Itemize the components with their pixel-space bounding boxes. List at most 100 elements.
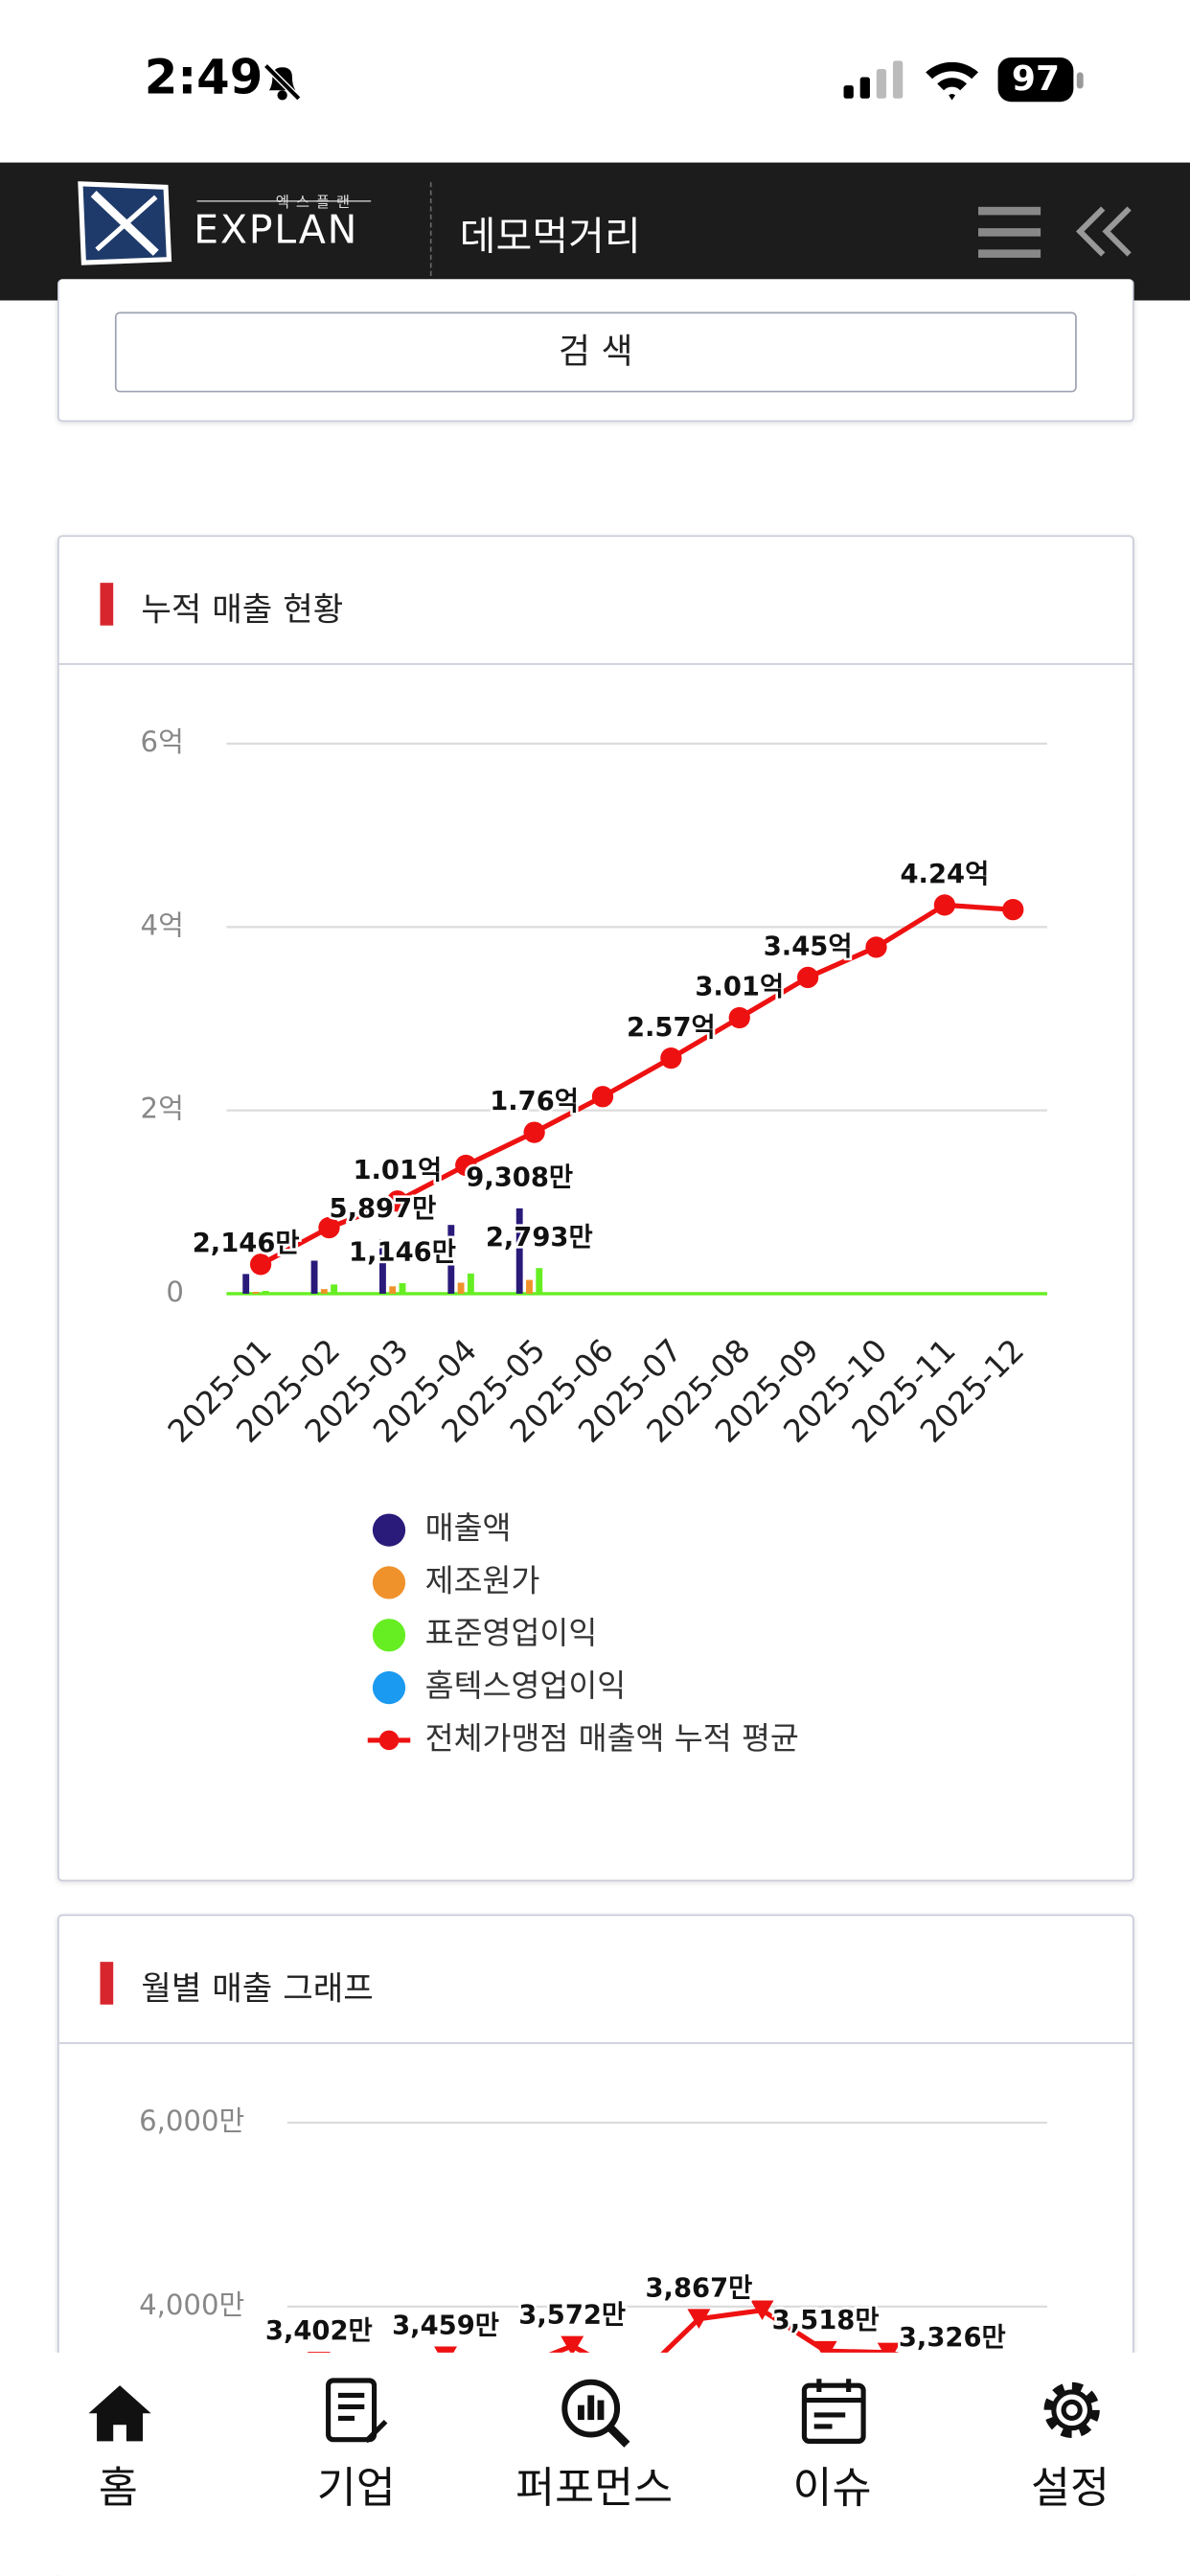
bar xyxy=(331,1284,338,1294)
card-header: 누적 매출 현황 xyxy=(58,537,1133,665)
nav-icon xyxy=(561,2379,630,2448)
bar xyxy=(467,1273,474,1294)
marker xyxy=(728,1006,750,1029)
marker xyxy=(591,1086,614,1108)
bar xyxy=(457,1282,465,1294)
nav-performance[interactable]: 퍼포먼스 xyxy=(495,2353,693,2533)
legend-label: 전체가맹점 매출액 누적 평균 xyxy=(425,1720,799,1757)
marker xyxy=(561,2335,584,2357)
nav-label: 홈 xyxy=(98,2464,138,2514)
marker xyxy=(386,1190,408,1212)
bar xyxy=(262,1291,269,1294)
title-marker xyxy=(100,583,114,626)
data-label: 1.01억 xyxy=(353,1156,442,1185)
legend-swatch xyxy=(372,1566,406,1599)
y-tick-label: 6,000만 xyxy=(139,2104,244,2137)
y-tick-label: 4,000만 xyxy=(139,2288,244,2321)
wifi-icon xyxy=(926,61,979,101)
data-label: 1,146만 xyxy=(349,1238,456,1268)
y-tick-label: 6억 xyxy=(141,725,184,758)
bar xyxy=(242,1274,250,1294)
bottom-nav: 홈 기업 퍼포먼스 이슈 설정 xyxy=(0,2352,1190,2576)
card-header: 월별 매출 그래프 xyxy=(58,1916,1133,2044)
nav-icon xyxy=(326,2378,388,2444)
nav-icon xyxy=(801,2379,866,2444)
marker xyxy=(318,1216,340,1239)
battery-tip xyxy=(1076,72,1084,89)
brand: EXPLAN xyxy=(194,206,359,253)
chart-card: 누적 매출 현황 xyxy=(57,535,1134,1882)
data-label: 2,146만 xyxy=(193,1229,300,1258)
y-tick-label: 2억 xyxy=(141,1092,184,1125)
bar xyxy=(399,1282,406,1294)
marker xyxy=(249,1254,272,1276)
marker xyxy=(1002,899,1024,921)
brand-sub: 엑스플랜 xyxy=(275,195,356,212)
data-label: 3,867만 xyxy=(646,2273,753,2303)
marker xyxy=(523,1121,545,1143)
data-label: 3,326만 xyxy=(899,2323,1006,2353)
data-label: 9,308만 xyxy=(466,1163,573,1193)
card-title: 누적 매출 현황 xyxy=(141,589,344,630)
marker xyxy=(455,1154,477,1177)
data-label: 2.57억 xyxy=(627,1013,716,1043)
silent-icon xyxy=(263,63,302,102)
bar xyxy=(320,1289,328,1294)
nav-company[interactable]: 기업 xyxy=(258,2353,455,2533)
data-label: 2,793만 xyxy=(486,1223,593,1253)
status-time: 2:49 xyxy=(144,49,263,105)
line xyxy=(259,902,1014,1267)
data-label: 3,572만 xyxy=(518,2301,626,2331)
store-name: 데모먹거리 xyxy=(459,213,641,260)
bar xyxy=(526,1279,533,1294)
y-tick-label: 0 xyxy=(166,1276,184,1308)
bar xyxy=(252,1292,260,1294)
header-divider xyxy=(429,182,432,285)
collapse-button[interactable] xyxy=(1073,203,1139,259)
bar xyxy=(389,1286,397,1294)
nav-label: 설정 xyxy=(1030,2464,1110,2514)
battery: 97 xyxy=(997,57,1074,103)
nav-label: 기업 xyxy=(316,2464,396,2514)
marker xyxy=(813,2340,837,2361)
legend-swatch xyxy=(378,1730,400,1751)
nav-issue[interactable]: 이슈 xyxy=(734,2353,931,2533)
chart: 02억4억6억2025-012025-022025-032025-042025-… xyxy=(141,725,1047,1757)
card-title: 월별 매출 그래프 xyxy=(141,1968,374,2009)
marker xyxy=(933,894,956,916)
bar xyxy=(379,1239,386,1294)
legend-swatch xyxy=(372,1619,406,1652)
legend-label: 표준영업이익 xyxy=(425,1615,598,1651)
marker xyxy=(796,966,819,989)
bar xyxy=(310,1260,318,1294)
data-label: 3.01억 xyxy=(695,973,784,1002)
data-label: 3.45억 xyxy=(764,932,853,962)
legend-swatch xyxy=(372,1670,406,1705)
bar xyxy=(447,1225,455,1294)
nav-home[interactable]: 홈 xyxy=(20,2353,217,2533)
logo-rule xyxy=(196,199,372,202)
bar xyxy=(536,1268,543,1294)
nav-settings[interactable]: 설정 xyxy=(972,2353,1169,2533)
title-marker xyxy=(100,1962,114,2005)
bar xyxy=(515,1208,523,1294)
data-label: 5,897만 xyxy=(330,1194,437,1224)
marker xyxy=(750,2300,774,2321)
logo-icon[interactable] xyxy=(74,177,175,269)
nav-icon xyxy=(88,2385,151,2442)
legend-label: 매출액 xyxy=(425,1510,512,1547)
data-label: 3,402만 xyxy=(265,2316,373,2346)
nav-label: 이슈 xyxy=(792,2464,872,2514)
signal-icon xyxy=(843,60,904,99)
data-label: 4.24억 xyxy=(900,860,989,889)
legend-swatch xyxy=(372,1513,406,1547)
legend-label: 제조원가 xyxy=(425,1562,540,1598)
chart: 4,000만 6,000만 3,402만 3,459만 3,572만 3,867만 3,51… xyxy=(139,2104,1047,2390)
y-tick-label: 4억 xyxy=(141,908,184,941)
marker xyxy=(687,2309,711,2329)
menu-button[interactable] xyxy=(975,203,1044,259)
search-button[interactable]: 검 색 xyxy=(114,311,1077,393)
data-label: 3,518만 xyxy=(772,2306,880,2335)
